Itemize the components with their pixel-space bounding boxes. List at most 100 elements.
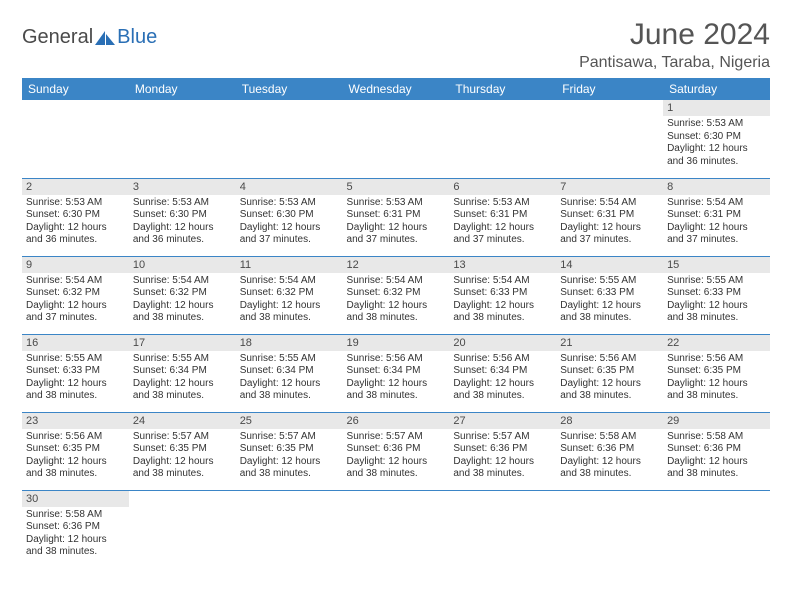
day-details: Sunrise: 5:54 AMSunset: 6:31 PMDaylight:… — [663, 195, 770, 251]
calendar-cell — [556, 490, 663, 568]
weekday-header: Saturday — [663, 78, 770, 100]
calendar-cell: 21Sunrise: 5:56 AMSunset: 6:35 PMDayligh… — [556, 334, 663, 412]
calendar-cell: 13Sunrise: 5:54 AMSunset: 6:33 PMDayligh… — [449, 256, 556, 334]
location: Pantisawa, Taraba, Nigeria — [579, 54, 770, 72]
calendar-cell: 8Sunrise: 5:54 AMSunset: 6:31 PMDaylight… — [663, 178, 770, 256]
day-number: 8 — [663, 179, 770, 195]
day-details: Sunrise: 5:55 AMSunset: 6:33 PMDaylight:… — [663, 273, 770, 329]
calendar-cell: 1Sunrise: 5:53 AMSunset: 6:30 PMDaylight… — [663, 100, 770, 178]
calendar-cell: 2Sunrise: 5:53 AMSunset: 6:30 PMDaylight… — [22, 178, 129, 256]
calendar-cell: 20Sunrise: 5:56 AMSunset: 6:34 PMDayligh… — [449, 334, 556, 412]
day-details: Sunrise: 5:58 AMSunset: 6:36 PMDaylight:… — [556, 429, 663, 485]
day-number: 23 — [22, 413, 129, 429]
calendar-cell — [129, 490, 236, 568]
day-number: 28 — [556, 413, 663, 429]
day-details: Sunrise: 5:56 AMSunset: 6:34 PMDaylight:… — [343, 351, 450, 407]
day-details: Sunrise: 5:53 AMSunset: 6:31 PMDaylight:… — [449, 195, 556, 251]
day-number: 5 — [343, 179, 450, 195]
day-details: Sunrise: 5:55 AMSunset: 6:33 PMDaylight:… — [556, 273, 663, 329]
day-number: 12 — [343, 257, 450, 273]
day-details: Sunrise: 5:54 AMSunset: 6:32 PMDaylight:… — [129, 273, 236, 329]
day-details: Sunrise: 5:53 AMSunset: 6:30 PMDaylight:… — [663, 116, 770, 172]
day-number: 14 — [556, 257, 663, 273]
calendar-week-row: 2Sunrise: 5:53 AMSunset: 6:30 PMDaylight… — [22, 178, 770, 256]
calendar-cell: 6Sunrise: 5:53 AMSunset: 6:31 PMDaylight… — [449, 178, 556, 256]
day-details: Sunrise: 5:57 AMSunset: 6:35 PMDaylight:… — [129, 429, 236, 485]
calendar-cell: 29Sunrise: 5:58 AMSunset: 6:36 PMDayligh… — [663, 412, 770, 490]
calendar-cell: 12Sunrise: 5:54 AMSunset: 6:32 PMDayligh… — [343, 256, 450, 334]
day-number: 13 — [449, 257, 556, 273]
calendar-cell — [556, 100, 663, 178]
day-details: Sunrise: 5:56 AMSunset: 6:35 PMDaylight:… — [22, 429, 129, 485]
weekday-header: Wednesday — [343, 78, 450, 100]
day-number: 22 — [663, 335, 770, 351]
day-details: Sunrise: 5:58 AMSunset: 6:36 PMDaylight:… — [663, 429, 770, 485]
calendar-cell: 26Sunrise: 5:57 AMSunset: 6:36 PMDayligh… — [343, 412, 450, 490]
day-number: 10 — [129, 257, 236, 273]
calendar-cell: 27Sunrise: 5:57 AMSunset: 6:36 PMDayligh… — [449, 412, 556, 490]
day-details: Sunrise: 5:54 AMSunset: 6:33 PMDaylight:… — [449, 273, 556, 329]
day-number: 4 — [236, 179, 343, 195]
calendar-week-row: 16Sunrise: 5:55 AMSunset: 6:33 PMDayligh… — [22, 334, 770, 412]
day-number: 7 — [556, 179, 663, 195]
calendar-cell — [236, 100, 343, 178]
calendar-cell — [129, 100, 236, 178]
calendar-cell — [22, 100, 129, 178]
day-number: 11 — [236, 257, 343, 273]
logo: General Blue — [22, 18, 157, 49]
calendar-week-row: 30Sunrise: 5:58 AMSunset: 6:36 PMDayligh… — [22, 490, 770, 568]
calendar-cell — [236, 490, 343, 568]
day-details: Sunrise: 5:53 AMSunset: 6:30 PMDaylight:… — [22, 195, 129, 251]
sail-icon — [95, 31, 115, 45]
calendar-cell: 28Sunrise: 5:58 AMSunset: 6:36 PMDayligh… — [556, 412, 663, 490]
calendar-cell: 24Sunrise: 5:57 AMSunset: 6:35 PMDayligh… — [129, 412, 236, 490]
day-details: Sunrise: 5:55 AMSunset: 6:33 PMDaylight:… — [22, 351, 129, 407]
weekday-header: Thursday — [449, 78, 556, 100]
calendar-cell — [343, 100, 450, 178]
day-details: Sunrise: 5:53 AMSunset: 6:31 PMDaylight:… — [343, 195, 450, 251]
day-details: Sunrise: 5:54 AMSunset: 6:31 PMDaylight:… — [556, 195, 663, 251]
day-details: Sunrise: 5:57 AMSunset: 6:36 PMDaylight:… — [343, 429, 450, 485]
calendar-cell: 18Sunrise: 5:55 AMSunset: 6:34 PMDayligh… — [236, 334, 343, 412]
calendar-cell: 19Sunrise: 5:56 AMSunset: 6:34 PMDayligh… — [343, 334, 450, 412]
month-title: June 2024 — [579, 18, 770, 52]
day-details: Sunrise: 5:53 AMSunset: 6:30 PMDaylight:… — [129, 195, 236, 251]
calendar-cell: 4Sunrise: 5:53 AMSunset: 6:30 PMDaylight… — [236, 178, 343, 256]
day-number: 17 — [129, 335, 236, 351]
day-details: Sunrise: 5:54 AMSunset: 6:32 PMDaylight:… — [343, 273, 450, 329]
calendar-cell: 11Sunrise: 5:54 AMSunset: 6:32 PMDayligh… — [236, 256, 343, 334]
weekday-header: Monday — [129, 78, 236, 100]
calendar-cell: 10Sunrise: 5:54 AMSunset: 6:32 PMDayligh… — [129, 256, 236, 334]
weekday-header-row: SundayMondayTuesdayWednesdayThursdayFrid… — [22, 78, 770, 100]
day-number: 16 — [22, 335, 129, 351]
day-details: Sunrise: 5:56 AMSunset: 6:35 PMDaylight:… — [663, 351, 770, 407]
calendar-cell: 25Sunrise: 5:57 AMSunset: 6:35 PMDayligh… — [236, 412, 343, 490]
title-block: June 2024 Pantisawa, Taraba, Nigeria — [579, 18, 770, 72]
calendar-cell — [449, 490, 556, 568]
day-details: Sunrise: 5:53 AMSunset: 6:30 PMDaylight:… — [236, 195, 343, 251]
day-number: 6 — [449, 179, 556, 195]
day-details: Sunrise: 5:56 AMSunset: 6:34 PMDaylight:… — [449, 351, 556, 407]
day-number: 15 — [663, 257, 770, 273]
day-details: Sunrise: 5:55 AMSunset: 6:34 PMDaylight:… — [129, 351, 236, 407]
day-number: 9 — [22, 257, 129, 273]
day-number: 24 — [129, 413, 236, 429]
day-number: 1 — [663, 100, 770, 116]
day-details: Sunrise: 5:54 AMSunset: 6:32 PMDaylight:… — [236, 273, 343, 329]
calendar-cell: 3Sunrise: 5:53 AMSunset: 6:30 PMDaylight… — [129, 178, 236, 256]
calendar-cell: 16Sunrise: 5:55 AMSunset: 6:33 PMDayligh… — [22, 334, 129, 412]
calendar-cell: 22Sunrise: 5:56 AMSunset: 6:35 PMDayligh… — [663, 334, 770, 412]
calendar-cell: 14Sunrise: 5:55 AMSunset: 6:33 PMDayligh… — [556, 256, 663, 334]
calendar-body: 1Sunrise: 5:53 AMSunset: 6:30 PMDaylight… — [22, 100, 770, 568]
weekday-header: Friday — [556, 78, 663, 100]
calendar-cell: 23Sunrise: 5:56 AMSunset: 6:35 PMDayligh… — [22, 412, 129, 490]
calendar-cell: 9Sunrise: 5:54 AMSunset: 6:32 PMDaylight… — [22, 256, 129, 334]
day-details: Sunrise: 5:56 AMSunset: 6:35 PMDaylight:… — [556, 351, 663, 407]
day-number: 18 — [236, 335, 343, 351]
day-number: 27 — [449, 413, 556, 429]
calendar-cell — [449, 100, 556, 178]
calendar-cell: 17Sunrise: 5:55 AMSunset: 6:34 PMDayligh… — [129, 334, 236, 412]
calendar-cell — [663, 490, 770, 568]
calendar-cell: 7Sunrise: 5:54 AMSunset: 6:31 PMDaylight… — [556, 178, 663, 256]
calendar-week-row: 9Sunrise: 5:54 AMSunset: 6:32 PMDaylight… — [22, 256, 770, 334]
